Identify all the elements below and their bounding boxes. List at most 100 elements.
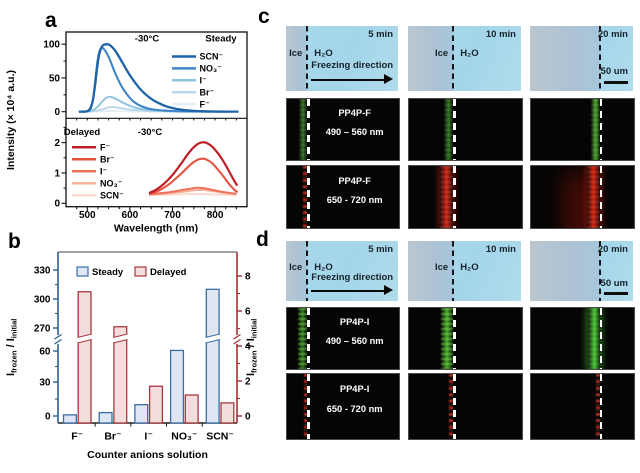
ice-region [530, 26, 601, 91]
svg-text:Br⁻: Br⁻ [100, 155, 115, 165]
fluorescence-band [586, 166, 600, 228]
axes-frame [65, 31, 248, 208]
fluorescence-band [303, 374, 307, 439]
fluorescence-image-green [408, 307, 523, 370]
freeze-front-line [307, 308, 310, 369]
spectrum-F⁻ [148, 141, 239, 195]
svg-text:Wavelength (nm): Wavelength (nm) [114, 223, 198, 235]
dye-label: PP4P-F [338, 175, 371, 186]
wavelength-range-label: 490 – 560 nm [325, 336, 384, 347]
fluorescence-image-red [530, 373, 635, 440]
delayed-spectra-series [148, 141, 239, 197]
ice-region [408, 26, 454, 91]
bar-delayed-I⁻ [148, 385, 164, 424]
wavelength-range-label: 650 - 720 nm [326, 194, 383, 205]
freeze-front-line [307, 166, 310, 228]
ice-water-boundary-line [452, 26, 455, 91]
svg-text:500: 500 [79, 210, 96, 221]
fluorescence-image-green [530, 98, 635, 161]
ice-label: Ice [289, 48, 303, 60]
panel-label-a: a [45, 9, 57, 32]
time-label: 20 min [597, 29, 628, 40]
panel-label-d: d [256, 228, 269, 251]
steady-spectra-series [78, 43, 239, 113]
ice-label: Ice [434, 261, 449, 273]
freezing-direction-label: Freezing direction [311, 272, 394, 284]
time-label: 20 min [597, 244, 628, 255]
freeze-front-line [307, 374, 310, 439]
svg-text:700: 700 [164, 210, 181, 221]
dye-label: PP4P-I [339, 384, 370, 395]
bar-delayed-Br⁻ [113, 326, 128, 424]
fluorescence-band [595, 374, 600, 439]
ice-region [408, 241, 454, 301]
svg-text:50: 50 [49, 73, 61, 84]
svg-text:30: 30 [39, 378, 51, 389]
water-label: H₂O [314, 48, 333, 60]
ice-region [286, 26, 308, 91]
svg-text:SCN⁻: SCN⁻ [206, 431, 234, 443]
bar-delayed-NO₃⁻ [184, 394, 199, 424]
svg-text:F⁻: F⁻ [71, 431, 83, 443]
anion-bar-chart: F⁻ Br⁻ I⁻ NO₃⁻ SCN⁻ 0 30 60 270 300 330 0 2 4 6 8 Steady… [5, 251, 259, 461]
scale-label: 50 um [600, 277, 628, 289]
time-label: 10 min [485, 244, 516, 255]
brightfield-image: 5 min Ice H₂O Freezing direction [286, 26, 398, 91]
svg-text:8: 8 [245, 272, 251, 283]
freeze-front-line [453, 166, 456, 228]
svg-text:6: 6 [245, 307, 251, 318]
svg-text:I⁻: I⁻ [100, 167, 108, 177]
svg-text:600: 600 [122, 210, 139, 221]
svg-text:Br⁻: Br⁻ [200, 87, 215, 97]
brightfield-image: 20 min 50 um [530, 26, 633, 91]
spectrum-SCN⁻ [78, 43, 239, 113]
svg-text:60: 60 [39, 347, 51, 358]
svg-text:270: 270 [34, 324, 51, 335]
fluorescence-band [443, 99, 453, 160]
ice-region [286, 241, 308, 301]
svg-text:0: 0 [54, 199, 60, 210]
water-label: H₂O [314, 261, 333, 273]
freeze-front-line [453, 308, 456, 369]
fluorescence-image-green: PP4P-I 490 – 560 nm [286, 307, 400, 370]
time-label: 10 min [485, 29, 516, 40]
svg-text:-30°C: -30°C [138, 127, 163, 138]
panel-label-b: b [8, 230, 21, 253]
water-label: H₂O [460, 261, 479, 273]
ice-water-boundary-line [306, 241, 309, 301]
fluorescence-band [448, 374, 453, 439]
svg-text:2: 2 [54, 138, 60, 149]
fluorescence-band [298, 99, 307, 160]
svg-text:1: 1 [54, 168, 60, 179]
svg-text:Steady: Steady [92, 267, 124, 278]
brightfield-image: 10 min Ice H₂O [408, 26, 521, 91]
svg-text:F⁻: F⁻ [100, 143, 110, 153]
bar-steady-Br⁻ [98, 411, 113, 424]
freeze-front-line [599, 166, 603, 228]
fluorescence-band [302, 166, 307, 228]
dye-label: PP4P-F [338, 108, 371, 119]
freeze-front-line [599, 99, 603, 160]
freeze-front-line [453, 99, 456, 160]
bar-steady-NO₃⁻ [169, 349, 185, 424]
freeze-front-line [599, 374, 603, 439]
svg-text:Counter anions solution: Counter anions solution [87, 449, 208, 461]
time-label: 5 min [368, 244, 393, 255]
scale-bar [604, 292, 628, 295]
svg-text:Delayed: Delayed [64, 127, 101, 138]
fluorescence-band [590, 99, 600, 160]
ice-region [530, 241, 601, 301]
fluorescence-image-green [530, 307, 635, 370]
svg-text:Steady: Steady [205, 34, 237, 45]
ice-label: Ice [434, 48, 449, 60]
svg-text:300: 300 [34, 295, 51, 306]
brightfield-image: 20 min 50 um [530, 241, 633, 301]
fluorescence-image-red: PP4P-F 650 - 720 nm [286, 165, 400, 229]
time-label: 5 min [368, 29, 393, 40]
fluorescence-band [297, 308, 307, 369]
spectrum-SCN⁻ [149, 192, 237, 197]
fluorescence-image-red [408, 373, 523, 440]
svg-text:330: 330 [34, 266, 51, 277]
svg-text:-30°C: -30°C [135, 34, 160, 45]
bar-delayed-SCN⁻ [220, 402, 235, 424]
